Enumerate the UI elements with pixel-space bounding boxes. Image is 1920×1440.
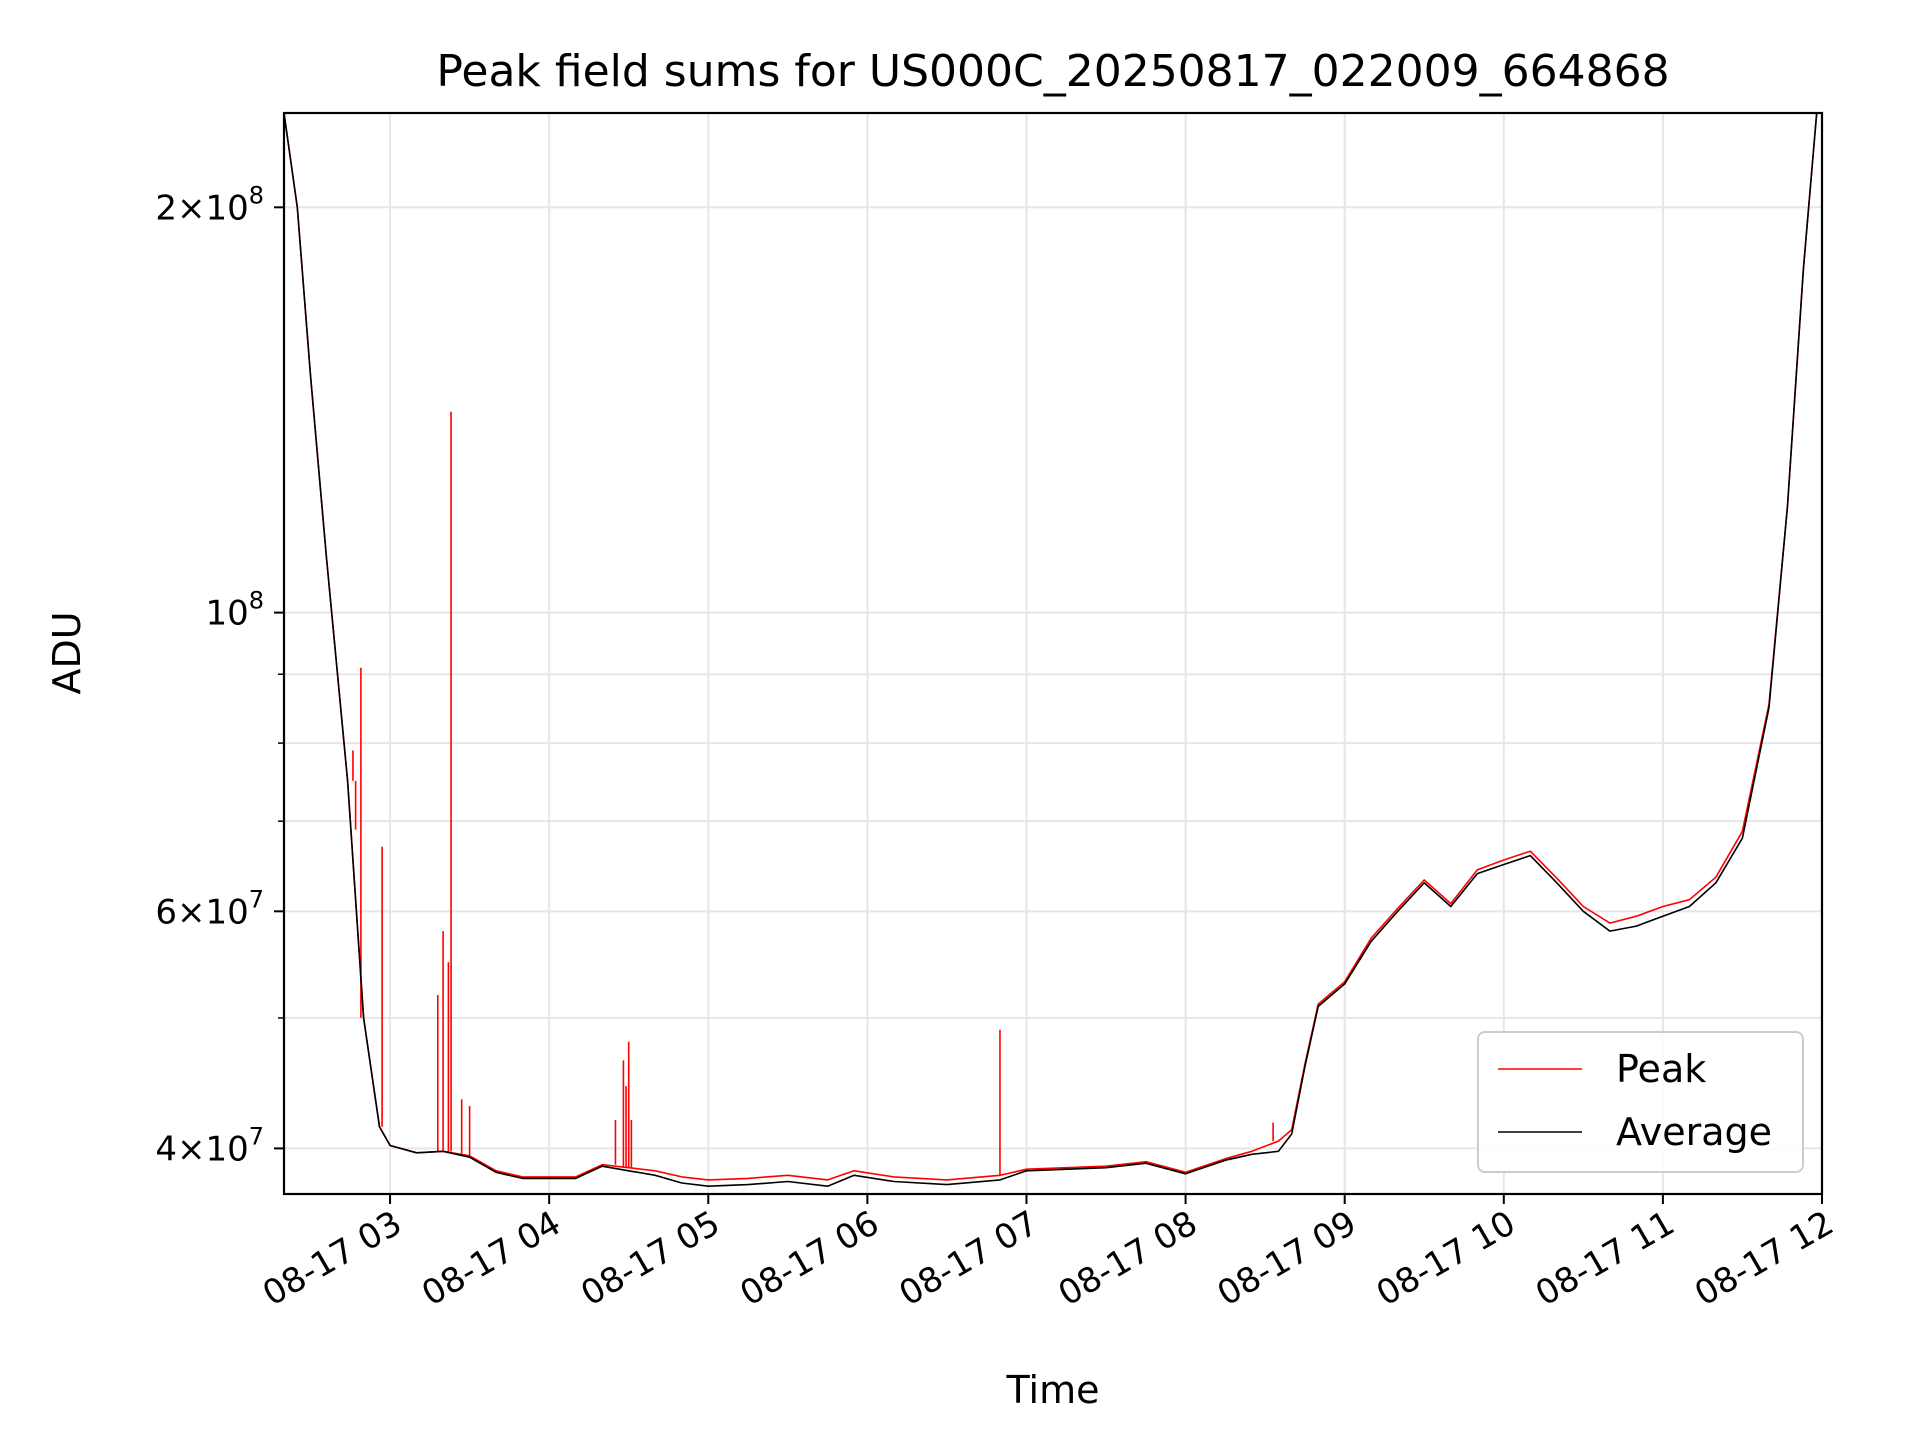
y-tick-label: 6×107 <box>155 885 264 932</box>
chart-title: Peak field sums for US000C_20250817_0220… <box>436 46 1669 97</box>
plot-frame <box>282 111 1824 1196</box>
y-axis: 4×107 6×107 108 2×108 <box>155 181 284 1169</box>
legend-label-peak: Peak <box>1616 1047 1706 1091</box>
y-tick-label: 108 <box>205 587 264 634</box>
y-tick-label: 2×108 <box>155 181 264 228</box>
series-layer <box>284 113 1818 1187</box>
series-line-average <box>284 113 1818 1187</box>
y-axis-label: ADU <box>45 611 89 694</box>
legend: Peak Average <box>1477 1031 1804 1173</box>
legend-box <box>1477 1031 1804 1173</box>
x-axis-label: Time <box>1006 1368 1100 1412</box>
y-tick-label: 4×107 <box>155 1122 264 1169</box>
legend-label-average: Average <box>1616 1110 1772 1154</box>
